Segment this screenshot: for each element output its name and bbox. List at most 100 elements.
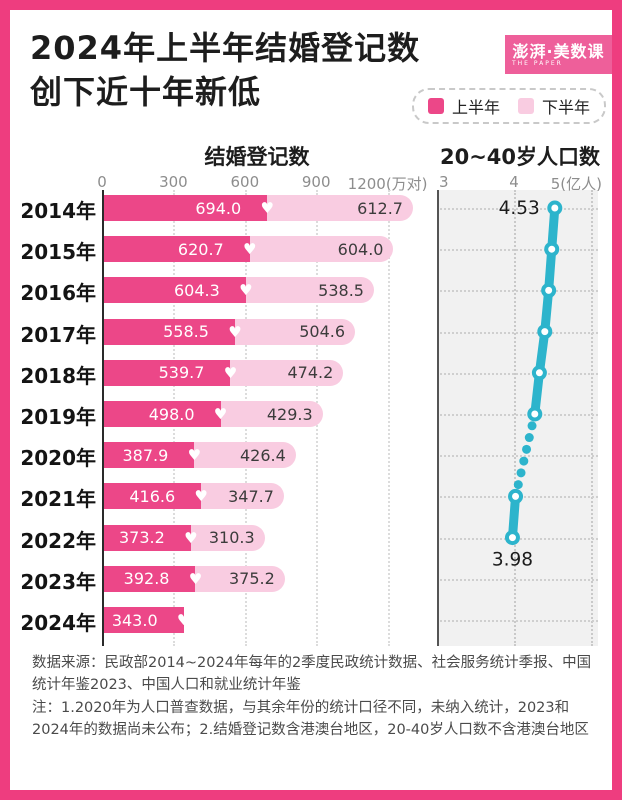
marriage-axis-tick: 600: [230, 173, 260, 191]
population-axis-tick: 5(亿人): [550, 175, 602, 193]
bar-row: 604.3 538.5 ♥: [102, 277, 374, 304]
value-label-first-half: 498.0: [148, 404, 195, 424]
title-line-1: 2024年上半年结婚登记数: [30, 29, 421, 67]
year-label: 2023年: [20, 569, 96, 594]
bar-row: 392.8 375.2 ♥: [102, 565, 285, 592]
bar-second-half: 347.7: [201, 483, 284, 510]
bar-row: 387.9 426.4 ♥: [102, 442, 296, 469]
heart-icon: ♥: [228, 322, 242, 341]
value-label-first-half: 373.2: [119, 528, 165, 548]
bar-second-half: 604.0: [249, 236, 394, 263]
year-label: 2019年: [20, 405, 96, 429]
year-label: 2018年: [20, 363, 96, 388]
population-gridline: [514, 190, 516, 646]
heart-icon: ♥: [242, 240, 257, 259]
value-label-second-half: 429.3: [266, 404, 313, 424]
logo-subtext: THE PAPER: [512, 59, 563, 67]
bar-first-half: 498.0: [102, 401, 221, 427]
note-text: 注：1.2020年为人口普查数据，与其余年份的统计口径不同，未纳入统计，2023…: [32, 699, 589, 739]
population-axis-tick: 3: [439, 173, 449, 191]
year-label: 2016年: [20, 281, 96, 306]
population-row-gridline: [437, 414, 598, 416]
year-label: 2021年: [20, 487, 96, 512]
value-label-second-half: 474.2: [287, 363, 334, 383]
value-label-second-half: 347.7: [228, 486, 274, 506]
heart-icon: ♥: [239, 281, 253, 300]
bar-second-half: 429.3: [220, 401, 323, 427]
population-row-gridline: [437, 331, 598, 334]
population-axis-tick: 4: [509, 173, 519, 191]
bar-row: 558.5 504.6 ♥: [102, 318, 356, 345]
year-label: 2022年: [20, 528, 96, 553]
marriage-axis-tick: 0: [97, 173, 107, 191]
marriage-axis-tick: 300: [159, 173, 188, 191]
value-label-first-half: 416.6: [129, 486, 176, 506]
population-gridline: [591, 190, 593, 646]
right-chart-title: 20~40岁人口数: [439, 145, 601, 169]
bar-second-half: 612.7: [267, 195, 413, 221]
value-label-first-half: 539.7: [158, 363, 205, 383]
heart-icon: ♥: [213, 405, 228, 423]
bar-first-half: 620.7: [102, 236, 250, 263]
marriage-axis-tick: 900: [301, 173, 331, 191]
population-row-gridline: [437, 455, 598, 458]
population-row-gridline: [437, 578, 598, 581]
bar-first-half: 392.8: [102, 565, 196, 592]
population-row-gridline: [437, 249, 598, 252]
population-y-axis: [437, 190, 439, 646]
value-label-second-half: 426.4: [239, 445, 286, 465]
bar-second-half: 426.4: [194, 442, 296, 469]
value-label-first-half: 343.0: [111, 610, 158, 630]
bar-first-half: 604.3: [102, 277, 246, 304]
year-label: 2024年: [20, 611, 96, 635]
bar-first-half: 539.7: [102, 359, 231, 386]
bar-row: 694.0 612.7 ♥: [102, 195, 413, 221]
legend-label-second-half: 下半年: [541, 98, 590, 117]
year-label: 2017年: [20, 322, 96, 347]
value-label-second-half: 504.6: [299, 322, 346, 342]
value-label-first-half: 694.0: [195, 198, 242, 218]
year-label: 2014年: [20, 199, 96, 223]
legend: 上半年 下半年: [411, 88, 606, 124]
value-label-first-half: 620.7: [177, 239, 224, 259]
bar-first-half: 343.0: [102, 607, 184, 633]
legend-swatch-second-half: [517, 98, 534, 114]
logo-text: 澎湃·美数课: [512, 41, 605, 61]
footer-notes: 数据来源：民政部2014~2024年每年的2季度民政统计数据、社会服务统计季报、…: [32, 652, 594, 742]
data-source-text: 数据来源：民政部2014~2024年每年的2季度民政统计数据、社会服务统计季报、…: [32, 655, 592, 694]
bar-second-half: 310.3: [190, 524, 265, 551]
legend-swatch-first-half: [427, 98, 444, 114]
heart-icon: ♥: [260, 199, 274, 217]
population-row-gridline: [437, 496, 598, 499]
value-label-first-half: 387.9: [122, 445, 169, 465]
bar-second-half: 504.6: [234, 318, 356, 345]
value-label-first-half: 604.3: [174, 280, 220, 300]
bar-first-half: 694.0: [102, 195, 268, 221]
population-row-gridline: [437, 620, 598, 622]
population-row-gridline: [437, 537, 598, 540]
bar-row: 498.0 429.3 ♥: [102, 401, 323, 427]
left-chart-title: 结婚登记数: [204, 145, 310, 169]
heart-icon: ♥: [184, 528, 198, 547]
value-label-second-half: 604.0: [337, 239, 384, 259]
legend-label-first-half: 上半年: [451, 98, 500, 117]
marriage-gridline: [387, 190, 390, 646]
year-label: 2020年: [20, 446, 96, 471]
value-label-second-half: 375.2: [228, 569, 275, 589]
value-label-first-half: 392.8: [123, 569, 170, 589]
bar-second-half: 474.2: [230, 359, 344, 386]
bar-first-half: 416.6: [102, 483, 202, 510]
marriage-axis-tick: 1200(万对): [347, 175, 428, 193]
bar-second-half: 375.2: [195, 565, 285, 592]
bar-first-half: 373.2: [102, 524, 191, 551]
bar-row: 416.6 347.7 ♥: [102, 483, 284, 510]
heart-icon: ♥: [188, 569, 203, 588]
population-row-gridline: [437, 290, 598, 293]
population-plot-background: [437, 190, 598, 646]
paper-logo: 澎湃·美数课 THE PAPER: [505, 35, 612, 74]
heart-icon: ♥: [223, 363, 238, 382]
value-label-second-half: 612.7: [357, 198, 403, 218]
heart-icon: ♥: [187, 446, 202, 465]
value-label-second-half: 538.5: [318, 280, 364, 300]
